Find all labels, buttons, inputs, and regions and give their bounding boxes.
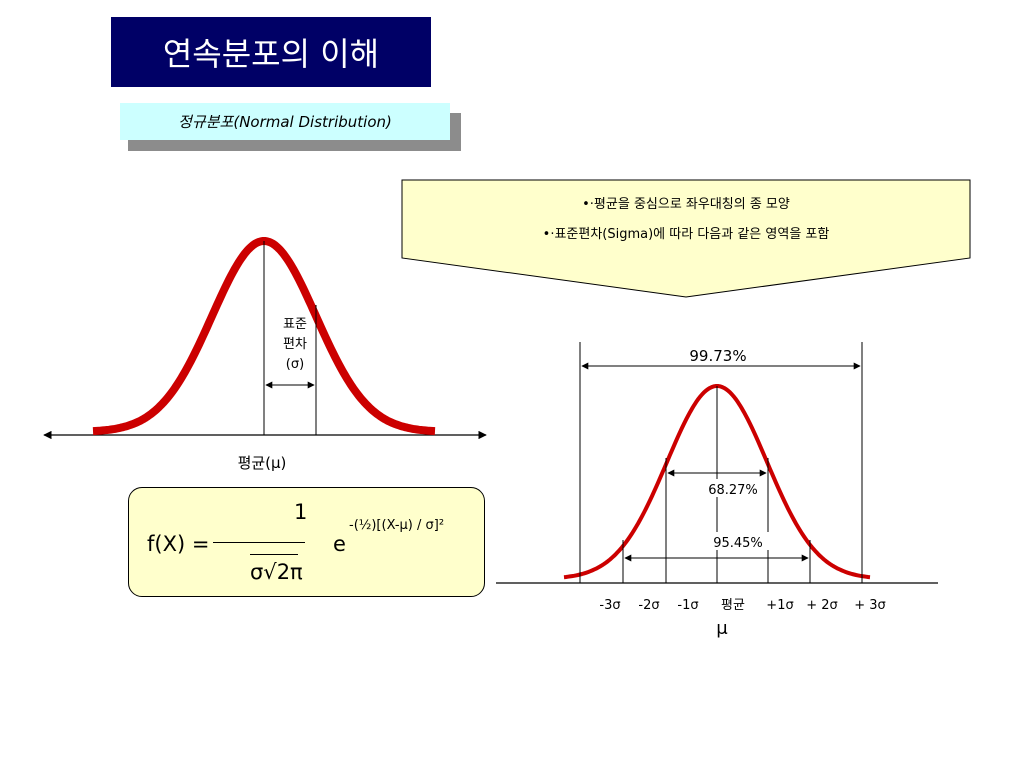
- formula-base-e: e: [333, 532, 346, 556]
- pct-99-bg: [680, 344, 756, 364]
- formula-exponent: -(½)[(X-μ) / σ]²: [349, 518, 445, 533]
- axis-label-plus-1-sigma: +1σ: [766, 598, 793, 613]
- callout-line-2: •·표준편차(Sigma)에 따라 다음과 같은 영역을 포함: [543, 227, 830, 242]
- axis-label-minus-2-sigma: -2σ: [638, 598, 659, 613]
- pct-95-label: 95.45%: [713, 536, 763, 551]
- pct-68-label: 68.27%: [708, 483, 758, 498]
- axis-label-minus-1-sigma: -1σ: [677, 598, 698, 613]
- formula-numerator: 1: [294, 500, 308, 524]
- subtitle-box: 정규분포(Normal Distribution): [120, 103, 450, 140]
- axis-label-minus-3-sigma: -3σ: [599, 598, 620, 613]
- formula-fraction-bar: [213, 542, 305, 543]
- mean-label: 평균(μ): [238, 454, 287, 472]
- std-label-line-1: 표준: [283, 317, 307, 332]
- callout-shape: [401, 179, 971, 298]
- formula-lhs: f(X) =: [147, 532, 210, 556]
- pct-95-bg: [705, 532, 771, 550]
- std-label-line-3: (σ): [286, 357, 304, 372]
- page-title: 연속분포의 이해: [111, 17, 431, 87]
- std-label-line-2: 편차: [283, 337, 307, 352]
- formula-root-bar: [250, 554, 298, 555]
- callout-line-1: •·평균을 중심으로 좌우대칭의 종 모양: [582, 197, 790, 212]
- axis-label-plus-3-sigma: + 3σ: [854, 598, 886, 613]
- axis-label-mean: 평균: [721, 598, 745, 613]
- subtitle-text: 정규분포(Normal Distribution): [178, 113, 392, 131]
- axis-label-plus-2-sigma: + 2σ: [806, 598, 838, 613]
- pct-68-bg: [700, 479, 766, 497]
- page-title-text: 연속분포의 이해: [162, 35, 380, 73]
- mu-label: μ: [716, 618, 728, 639]
- formula-box: f(X) = 1 σ√2π e -(½)[(X-μ) / σ]²: [128, 487, 485, 597]
- pct-99-label: 99.73%: [689, 347, 746, 365]
- formula-denominator: σ√2π: [250, 560, 303, 584]
